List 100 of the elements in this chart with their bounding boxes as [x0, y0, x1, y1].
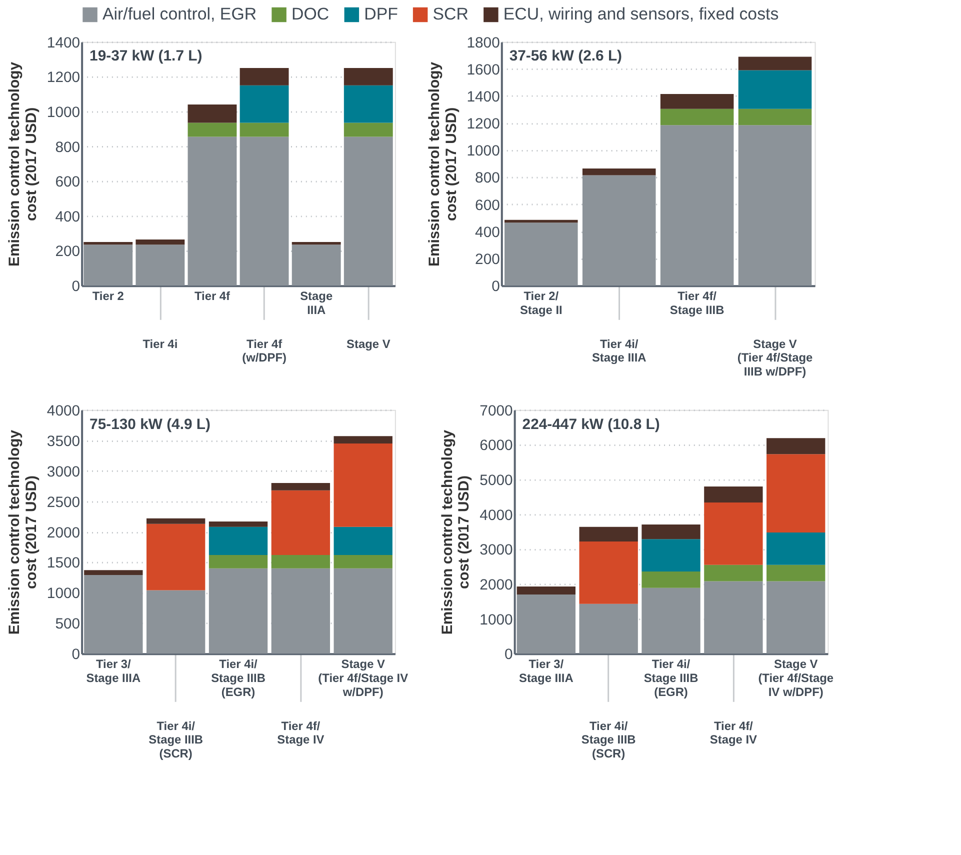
bar: [208, 554, 268, 568]
y-tick-label: 3000: [480, 542, 513, 559]
y-tick-label: 0: [72, 646, 80, 664]
y-tick-label: 0: [504, 646, 513, 664]
x-tick-label: Stage V: [346, 336, 390, 351]
bar: [660, 125, 734, 286]
x-tick-label: Tier 2: [92, 289, 124, 304]
bar: [344, 122, 393, 137]
y-tick-label: 4000: [46, 402, 80, 420]
y-tick-label: 500: [55, 616, 80, 633]
bar: [84, 570, 143, 576]
bar: [642, 539, 700, 572]
chart-title: 19-37 kW (1.7 L): [90, 48, 202, 65]
x-tick-label: Tier 4f (w/DPF): [242, 336, 286, 365]
bar: [504, 222, 578, 286]
y-tick-label: 1000: [46, 104, 80, 121]
bar: [208, 521, 268, 527]
y-tick-label: 1000: [466, 142, 500, 160]
y-tick-label: 6000: [480, 437, 513, 454]
y-tick-label: 800: [475, 170, 500, 187]
bar: [334, 554, 392, 568]
bar: [766, 564, 826, 582]
bar: [579, 526, 638, 542]
x-tick-label: Tier 3/ Stage IIIA: [518, 657, 574, 686]
bar: [240, 122, 289, 137]
x-tick-label: Tier 3/ Stage IIIA: [86, 657, 141, 686]
x-tick-label: Tier 4f/ Stage IV: [277, 718, 324, 747]
y-tick-label: 5000: [480, 472, 513, 490]
bar: [271, 490, 330, 555]
bar: [704, 486, 763, 503]
x-tick-label: Tier 4i/ Stage IIIA: [592, 336, 647, 365]
y-axis-title: Emission control technology cost (2017 USD): [426, 61, 460, 266]
bar: [271, 568, 330, 654]
bar: [344, 85, 393, 123]
bar: [579, 542, 638, 604]
x-tick-label: Stage V (Tier 4f/Stage IIIB w/DPF): [737, 336, 814, 379]
bar: [208, 526, 268, 555]
bar: [344, 68, 393, 86]
bar: [188, 122, 237, 137]
bar: [660, 108, 734, 126]
bar: [292, 242, 341, 245]
bar: [136, 244, 185, 286]
bar: [84, 244, 133, 286]
bar: [146, 590, 206, 654]
y-tick-label: 4000: [480, 506, 513, 524]
bar: [146, 524, 206, 590]
y-tick-label: 3000: [46, 463, 80, 480]
y-tick-label: 1400: [466, 88, 500, 106]
bar: [208, 568, 268, 654]
y-tick-label: 3500: [46, 432, 80, 450]
bar: [704, 502, 763, 565]
bar: [271, 554, 330, 568]
y-tick-label: 1200: [46, 69, 80, 86]
y-tick-label: 0: [492, 278, 500, 296]
y-axis-title: Emission control technology cost (2017 USD): [6, 429, 40, 635]
y-tick-label: 2000: [480, 576, 513, 594]
x-tick-label: Tier 4i/ Stage IIIB (EGR): [211, 657, 266, 699]
bar: [136, 239, 185, 245]
bar: [579, 604, 638, 654]
bar: [292, 244, 341, 286]
y-tick-label: 400: [475, 224, 500, 241]
x-tick-label: Tier 4i/ Stage IIIB (EGR): [644, 657, 699, 699]
y-tick-label: 200: [55, 243, 80, 260]
y-tick-label: 200: [475, 250, 500, 268]
legend-label: SCR: [432, 4, 468, 24]
bar: [766, 454, 826, 532]
y-tick-label: 7000: [480, 402, 513, 420]
bar: [582, 168, 656, 176]
bar: [504, 220, 578, 223]
y-tick-label: 1000: [480, 611, 513, 628]
bar: [146, 518, 206, 524]
bar: [516, 594, 576, 654]
y-tick-label: 1000: [46, 585, 80, 602]
bar: [334, 443, 392, 527]
y-tick-label: 800: [55, 138, 80, 156]
bar: [344, 136, 393, 286]
legend-label: DPF: [364, 4, 398, 24]
y-tick-label: 600: [55, 174, 80, 191]
bar: [334, 436, 392, 444]
bar: [188, 136, 237, 286]
bar: [704, 564, 763, 582]
bar: [84, 575, 143, 654]
x-tick-label: Tier 4i/ Stage IIIB (SCR): [148, 718, 204, 761]
bar: [334, 568, 392, 654]
x-tick-label: Tier 2/ Stage II: [520, 289, 562, 317]
y-tick-label: 1800: [466, 34, 500, 52]
x-tick-label: Tier 4i/ Stage IIIB (SCR): [581, 718, 636, 761]
bar: [738, 108, 812, 126]
legend-label: ECU, wiring and sensors, fixed costs: [503, 4, 779, 24]
y-axis-title: Emission control technology cost (2017 USD): [6, 61, 40, 266]
bar: [766, 532, 826, 565]
x-tick-label: Tier 4i: [142, 336, 178, 351]
y-tick-label: 1600: [466, 61, 500, 78]
bar: [642, 588, 700, 654]
bar: [704, 581, 763, 654]
chart-title: 37-56 kW (2.6 L): [509, 48, 622, 65]
y-tick-label: 2000: [46, 524, 80, 542]
legend-label: Air/fuel control, EGR: [102, 4, 257, 24]
y-tick-label: 1400: [46, 34, 80, 52]
bar: [766, 438, 826, 454]
